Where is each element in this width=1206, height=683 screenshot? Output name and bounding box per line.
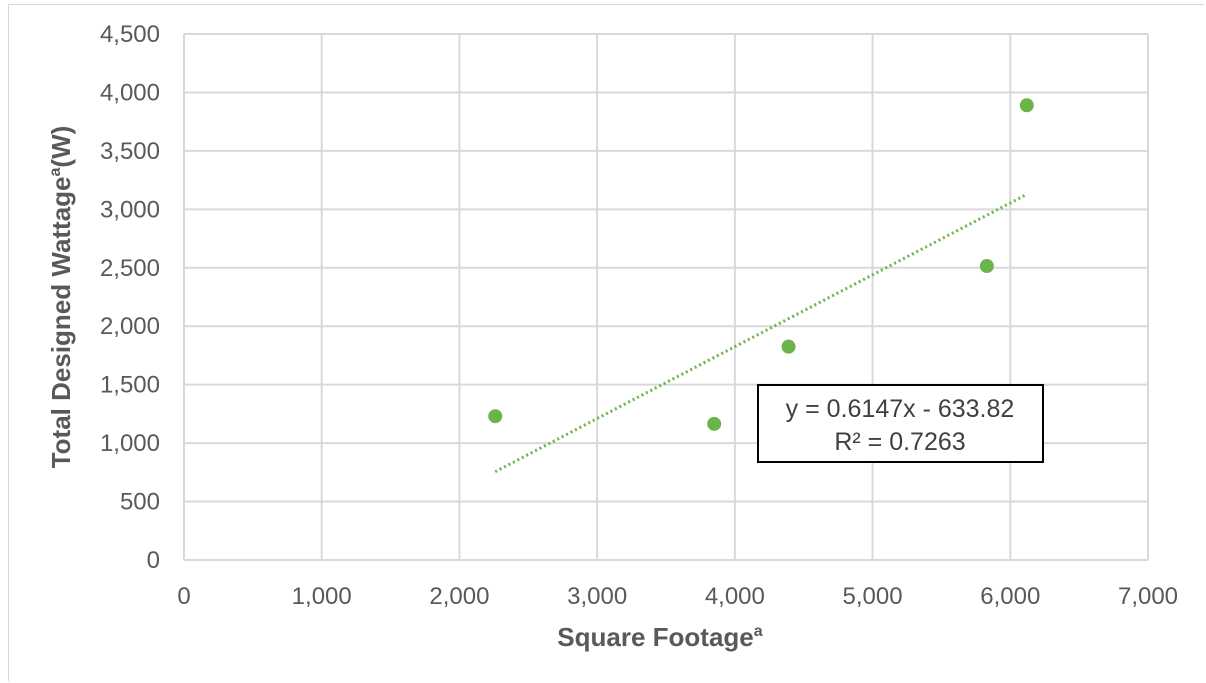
y-axis-tick-labels: 0 500 1,000 1,500 2,000 2,500 3,000 3,500 4,000 4… [100, 21, 160, 574]
chart-frame [8, 4, 1204, 681]
data-point [781, 339, 796, 354]
x-tick-label: 6,000 [980, 583, 1040, 610]
trendline-equation: y = 0.6147x - 633.82 [786, 395, 1015, 423]
x-axis-tick-labels: 0 1,000 2,000 3,000 4,000 5,000 6,000 7,000 [177, 583, 1178, 610]
y-axis-title: Total Designed Wattagea(W) [46, 126, 76, 469]
x-tick-label: 2,000 [429, 583, 489, 610]
y-tick-label: 1,500 [100, 372, 160, 399]
y-tick-label: 2,000 [100, 313, 160, 340]
y-tick-label: 3,500 [100, 138, 160, 165]
data-point [979, 259, 994, 274]
y-tick-label: 2,500 [100, 255, 160, 282]
y-axis-title-text: Total Designed Wattage [46, 176, 76, 468]
y-tick-label: 4,500 [100, 21, 160, 48]
y-tick-label: 1,000 [100, 430, 160, 457]
gridlines [183, 33, 1149, 561]
y-axis-title-superscript: a [47, 167, 64, 176]
y-tick-label: 3,000 [100, 196, 160, 223]
data-point [1019, 98, 1034, 113]
data-point [488, 409, 503, 424]
y-tick-label: 500 [120, 489, 160, 516]
x-tick-label: 1,000 [292, 583, 352, 610]
x-tick-label: 7,000 [1118, 583, 1178, 610]
equation-box: y = 0.6147x - 633.82 R² = 0.7263 [757, 384, 1044, 463]
data-point [707, 416, 722, 431]
x-axis-title: Square Footagea [557, 622, 762, 652]
x-tick-label: 3,000 [567, 583, 627, 610]
x-tick-label: 0 [177, 583, 190, 610]
equation-box-border [757, 384, 1044, 463]
x-axis-title-text: Square Footage [557, 622, 753, 652]
y-axis-title-unit: (W) [46, 126, 76, 168]
y-tick-label: 4,000 [100, 79, 160, 106]
data-points [488, 98, 1034, 431]
x-tick-label: 4,000 [705, 583, 765, 610]
y-tick-label: 0 [147, 547, 160, 574]
x-tick-label: 5,000 [843, 583, 903, 610]
trendline-r-squared: R² = 0.7263 [834, 428, 965, 456]
x-axis-title-superscript: a [754, 623, 763, 640]
